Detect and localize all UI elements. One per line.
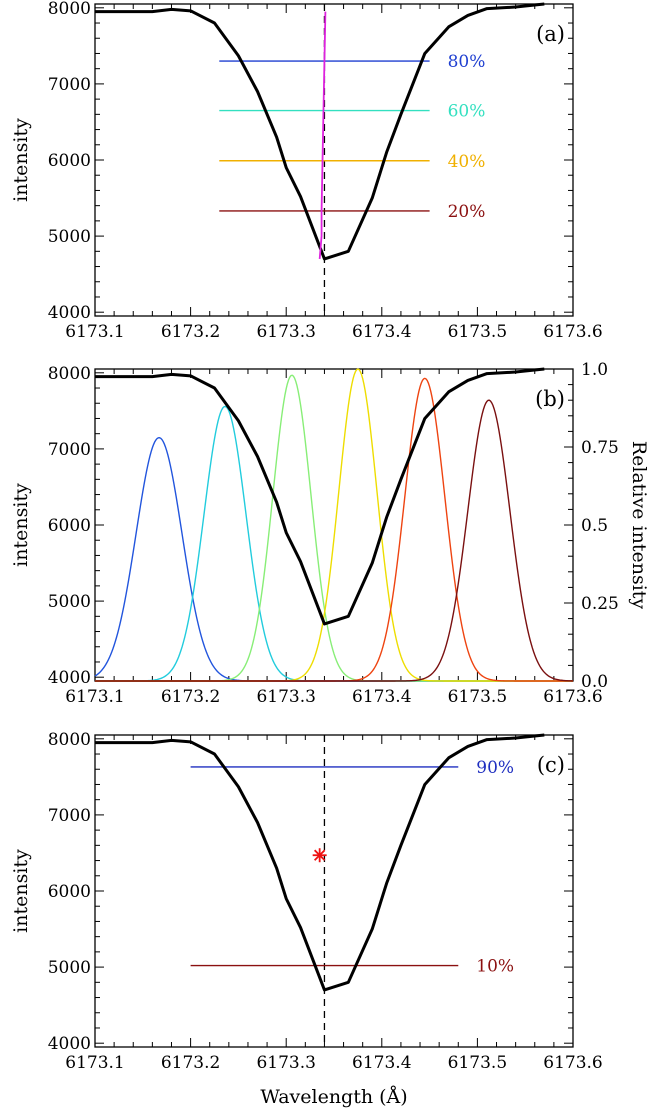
panel-tag: (b) — [535, 387, 565, 411]
line-profile — [95, 733, 545, 992]
x-tick-label: 6173.5 — [448, 687, 507, 707]
level-label-2: 10% — [476, 957, 514, 977]
x-tick-label: 6173.5 — [448, 322, 507, 342]
plot-frame — [94, 368, 574, 682]
y-tick-label: 8000 — [48, 364, 91, 384]
filter-curve-5 — [95, 377, 573, 682]
y-tick-label: 8000 — [48, 0, 91, 19]
right-tick-label: 0.75 — [581, 438, 619, 458]
y-tick-label: 4000 — [48, 303, 91, 323]
line-bisector — [318, 11, 327, 260]
x-tick-label: 6173.4 — [352, 1053, 411, 1073]
x-tick-label: 6173.2 — [161, 322, 220, 342]
right-tick-label: 0.0 — [581, 672, 608, 692]
x-tick-label: 6173.3 — [256, 687, 315, 707]
right-tick-label: 0.5 — [581, 516, 608, 536]
y-tick-label: 7000 — [48, 440, 91, 460]
x-tick-label: 6173.2 — [161, 687, 220, 707]
y-tick-label: 5000 — [48, 592, 91, 612]
y-tick-label: 4000 — [48, 668, 91, 688]
filter-curve-3 — [95, 374, 573, 682]
x-tick-label: 6173.4 — [352, 687, 411, 707]
right-tick-label: 0.25 — [581, 594, 619, 614]
star-stroke — [313, 849, 326, 861]
panel-tag: (a) — [536, 22, 565, 46]
x-tick-label: 6173.4 — [352, 322, 411, 342]
plot-frame — [94, 734, 574, 1048]
y-tick-label: 6000 — [48, 882, 91, 902]
level-label-4: 20% — [448, 202, 486, 222]
level-label-1: 90% — [476, 758, 514, 778]
panel-2: 6173.1 6173.2 6173.3 6173.4 6173.5 6173.6 4000… — [10, 360, 648, 707]
y-axis-label: intensity — [10, 118, 32, 202]
x-tick-label: 6173.6 — [543, 687, 602, 707]
y-tick-label: 7000 — [48, 75, 91, 95]
x-tick-label: 6173.1 — [65, 687, 124, 707]
x-tick-label: 6173.5 — [448, 1053, 507, 1073]
star-marker — [312, 848, 327, 863]
plot-frame — [94, 3, 574, 317]
right-axis-label: Relative intensity — [628, 441, 648, 610]
y-axis-label: intensity — [10, 483, 32, 567]
filter-curve-4 — [95, 368, 573, 682]
panel-1: 6173.1 6173.2 6173.3 6173.4 6173.5 6173.6 4000… — [10, 0, 603, 342]
x-axis-label: Wavelength (Å) — [260, 1086, 407, 1108]
x-tick-label: 6173.6 — [543, 1053, 602, 1073]
level-label-2: 60% — [448, 102, 486, 122]
filter-curve-6 — [95, 399, 574, 682]
level-label-1: 80% — [448, 52, 486, 72]
y-tick-label: 6000 — [48, 516, 91, 536]
right-tick-label: 1.0 — [581, 360, 608, 380]
x-tick-label: 6173.1 — [65, 322, 124, 342]
line-profile — [95, 2, 545, 261]
y-tick-label: 6000 — [48, 151, 91, 171]
y-tick-label: 7000 — [48, 806, 91, 826]
line-profile — [95, 367, 545, 626]
y-axis-label: intensity — [10, 849, 32, 933]
filter-curve-1 — [94, 436, 573, 682]
x-tick-label: 6173.1 — [65, 1053, 124, 1073]
x-tick-label: 6173.2 — [161, 1053, 220, 1073]
x-tick-label: 6173.6 — [543, 322, 602, 342]
x-tick-label: 6173.3 — [256, 322, 315, 342]
y-tick-label: 4000 — [48, 1034, 91, 1054]
y-tick-label: 5000 — [48, 958, 91, 978]
y-tick-label: 8000 — [48, 730, 91, 750]
panel-3: 6173.1 6173.2 6173.3 6173.4 6173.5 6173.6 4000… — [10, 730, 603, 1108]
y-tick-label: 5000 — [48, 227, 91, 247]
level-label-3: 40% — [448, 152, 486, 172]
x-tick-label: 6173.3 — [256, 1053, 315, 1073]
panel-tag: (c) — [537, 753, 565, 777]
